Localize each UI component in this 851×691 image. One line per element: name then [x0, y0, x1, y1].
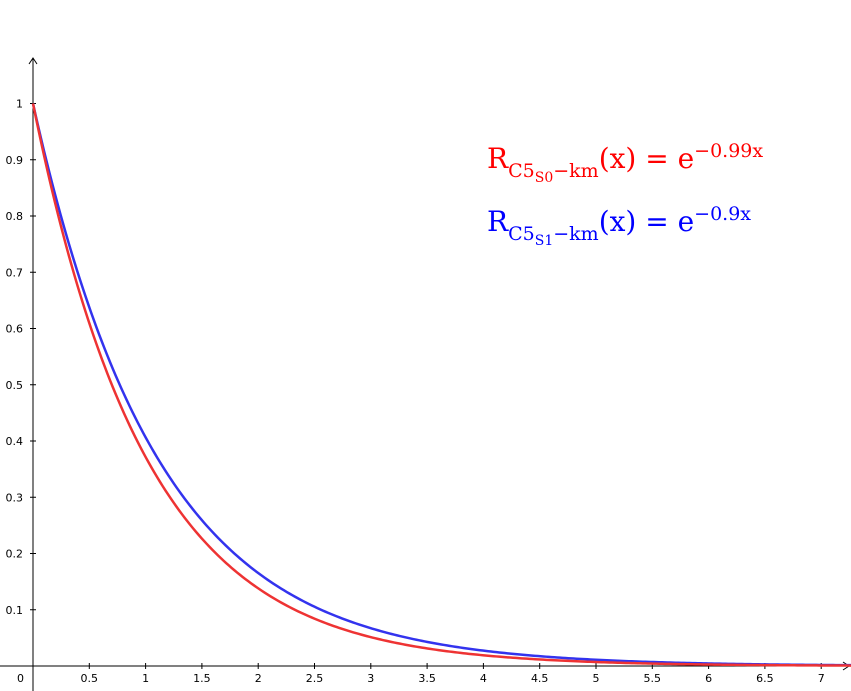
- series-line-s0: [31, 103, 851, 667]
- legend-entry-s0: RC5S0−km(x) = e−0.99x: [487, 140, 764, 186]
- y-tick-label: 1: [16, 98, 23, 111]
- legend-s0-subsub: S0: [534, 170, 554, 186]
- legend-s1-lhs: (x) = e: [598, 205, 695, 238]
- x-tick-label: 3.5: [418, 672, 436, 685]
- legend-s0-sub: C5: [508, 160, 535, 182]
- legend-s0-lhs: (x) = e: [598, 142, 695, 175]
- legend-s1-R: R: [487, 205, 509, 238]
- y-tick-label: 0.5: [6, 379, 24, 392]
- legend-s1-subtail: −km: [553, 223, 599, 245]
- y-tick-label: 0.4: [6, 435, 24, 448]
- legend-s0-exponent: −0.99x: [694, 140, 764, 162]
- x-tick-label: 3: [367, 672, 374, 685]
- curve-group: [31, 103, 851, 667]
- x-tick-label: 6.5: [756, 672, 774, 685]
- legend-s1-subsub: S1: [534, 233, 554, 249]
- y-tick-label: 0.2: [6, 548, 24, 561]
- legend-s1-exponent: −0.9x: [694, 203, 752, 225]
- y-tick-label: 0.9: [6, 154, 24, 167]
- x-tick-label: 7: [818, 672, 825, 685]
- x-tick-label: 1.5: [193, 672, 211, 685]
- y-tick-label: 0.7: [6, 266, 24, 279]
- legend-s0-R: R: [487, 142, 509, 175]
- y-tick-label: 0.1: [6, 604, 24, 617]
- x-tick-label: 2: [255, 672, 262, 685]
- x-tick-label: 6: [705, 672, 712, 685]
- legend-s1-sub: C5: [508, 223, 535, 245]
- tick-group: 0.5 1 1.5 2 2.5 3 3.5 4 4.5 5 5.5 6 6.5 7 0.1 0.2 0.3 0.4…: [6, 98, 825, 686]
- legend-s0-subtail: −km: [553, 160, 599, 182]
- x-tick-label: 2.5: [306, 672, 324, 685]
- legend-entry-s1: RC5S1−km(x) = e−0.9x: [487, 203, 752, 249]
- x-tick-label: 5.5: [644, 672, 662, 685]
- origin-label: 0: [17, 672, 24, 685]
- y-tick-label: 0.6: [6, 323, 24, 336]
- x-tick-label: 0.5: [81, 672, 99, 685]
- x-tick-label: 5: [593, 672, 600, 685]
- x-tick-label: 4.5: [531, 672, 549, 685]
- y-axis-arrow: [28, 57, 38, 65]
- series-line-s1: [31, 103, 851, 667]
- y-tick-label: 0.3: [6, 491, 24, 504]
- x-tick-label: 4: [480, 672, 487, 685]
- y-tick-label: 0.8: [6, 210, 24, 223]
- x-tick-label: 1: [142, 672, 149, 685]
